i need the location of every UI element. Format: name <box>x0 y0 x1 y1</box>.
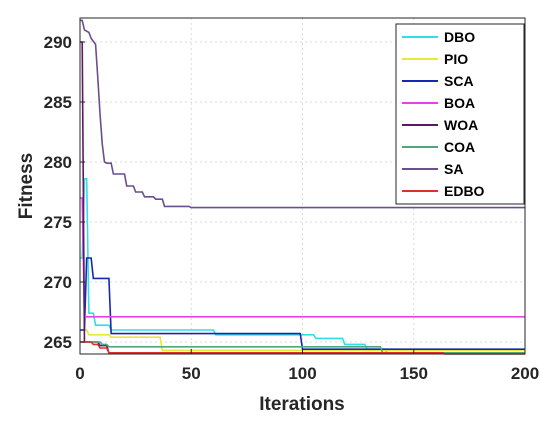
series-line-coa <box>80 341 525 354</box>
series-layer <box>80 19 525 355</box>
legend-label-edbo: EDBO <box>444 183 485 199</box>
y-tick-label: 280 <box>44 153 72 172</box>
series-line-sca <box>80 257 525 350</box>
legend-box <box>395 23 525 205</box>
x-tick-label: 0 <box>75 364 84 383</box>
series-line-sa <box>80 19 525 209</box>
y-tick-label: 285 <box>44 93 72 112</box>
x-axis-label: Iterations <box>259 394 345 415</box>
legend-label-woa: WOA <box>444 117 478 133</box>
x-tick-label: 50 <box>182 364 201 383</box>
legend-label-coa: COA <box>444 139 475 155</box>
x-tick-label: 200 <box>511 364 539 383</box>
y-axis-label: Fitness <box>16 153 37 220</box>
legend-label-sca: SCA <box>444 73 474 89</box>
legend-label-sa: SA <box>444 161 463 177</box>
x-tick-label: 100 <box>288 364 316 383</box>
legend: DBO PIO SCA BOA WOA COA SA EDBO <box>395 23 525 205</box>
y-tick-label: 265 <box>44 333 72 352</box>
y-tick-label: 275 <box>44 213 72 232</box>
y-tick-label: 290 <box>44 33 72 52</box>
legend-label-dbo: DBO <box>444 29 475 45</box>
y-axis-ticks: 265 270 275 280 285 290 <box>44 33 85 352</box>
series-line-pio <box>80 329 525 352</box>
y-tick-label: 270 <box>44 273 72 292</box>
x-tick-label: 150 <box>400 364 428 383</box>
legend-label-boa: BOA <box>444 95 475 111</box>
series-line-dbo <box>80 178 525 354</box>
series-line-edbo <box>80 341 525 355</box>
x-axis-ticks: 0 50 100 150 200 <box>75 349 539 383</box>
legend-label-pio: PIO <box>444 51 468 67</box>
